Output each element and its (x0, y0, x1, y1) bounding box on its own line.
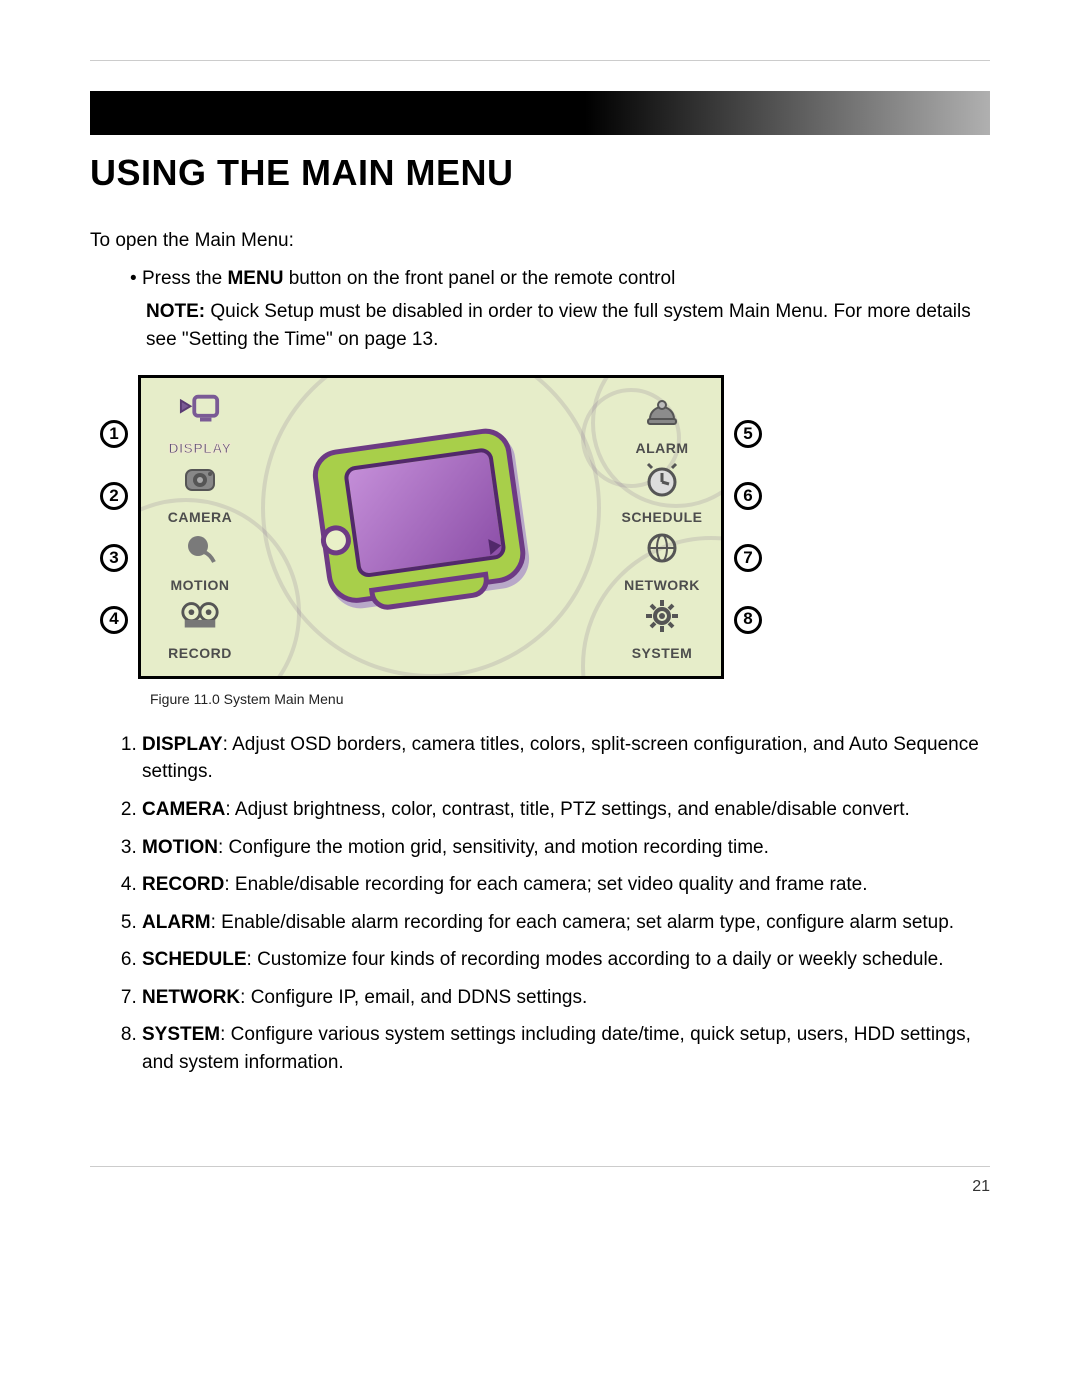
def-term: NETWORK (142, 987, 240, 1008)
header-gradient-bar (90, 91, 990, 135)
definitions-list: DISPLAY: Adjust OSD borders, camera titl… (90, 731, 990, 1076)
def-term: ALARM (142, 912, 211, 933)
display-icon (179, 390, 221, 432)
bottom-rule (90, 1166, 990, 1167)
menu-item-network[interactable]: NETWORK (619, 527, 705, 595)
menu-item-alarm[interactable]: ALARM (619, 390, 705, 458)
def-term: DISPLAY (142, 734, 223, 755)
bullet-suffix: button on the front panel or the remote … (283, 268, 675, 289)
def-term: SCHEDULE (142, 949, 247, 970)
def-term: SYSTEM (142, 1024, 220, 1045)
callout-marker-3: 3 (100, 544, 128, 572)
menu-item-record[interactable]: RECORD (157, 595, 243, 663)
menu-label: DISPLAY (157, 438, 243, 458)
menu-label: CAMERA (157, 507, 243, 527)
menu-row: DISPLAY ALARM (157, 390, 705, 458)
list-item: CAMERA: Adjust brightness, color, contra… (142, 796, 990, 824)
menu-item-motion[interactable]: MOTION (157, 527, 243, 595)
figure-wrapper: 1 2 3 4 (90, 375, 990, 678)
record-icon (179, 595, 221, 637)
menu-label: MOTION (157, 575, 243, 595)
list-item: NETWORK: Configure IP, email, and DDNS s… (142, 984, 990, 1012)
menu-label: NETWORK (619, 575, 705, 595)
menu-label: ALARM (619, 438, 705, 458)
menu-row: MOTION NETWORK (157, 527, 705, 595)
menu-row: RECORD (157, 595, 705, 663)
motion-icon (179, 527, 221, 569)
menu-item-camera[interactable]: CAMERA (157, 459, 243, 527)
markers-right: 5 6 7 8 (724, 375, 772, 678)
def-desc: : Adjust brightness, color, contrast, ti… (225, 799, 909, 820)
callout-marker-7: 7 (734, 544, 762, 572)
list-item: ALARM: Enable/disable alarm recording fo… (142, 909, 990, 937)
def-term: MOTION (142, 837, 218, 858)
callout-marker-4: 4 (100, 606, 128, 634)
def-desc: : Configure IP, email, and DDNS settings… (240, 987, 587, 1008)
page-number: 21 (90, 1175, 990, 1198)
def-desc: : Enable/disable alarm recording for eac… (211, 912, 954, 933)
callout-marker-6: 6 (734, 482, 762, 510)
def-desc: : Adjust OSD borders, camera titles, col… (142, 734, 979, 783)
callout-marker-2: 2 (100, 482, 128, 510)
top-rule (90, 60, 990, 61)
def-term: RECORD (142, 874, 224, 895)
note-label: NOTE: (146, 301, 205, 322)
menu-label: RECORD (157, 643, 243, 663)
menu-keyword: MENU (227, 268, 283, 289)
callout-marker-5: 5 (734, 420, 762, 448)
menu-label: SYSTEM (619, 643, 705, 663)
callout-marker-8: 8 (734, 606, 762, 634)
def-desc: : Configure various system settings incl… (142, 1024, 971, 1073)
list-item: DISPLAY: Adjust OSD borders, camera titl… (142, 731, 990, 786)
list-item: RECORD: Enable/disable recording for eac… (142, 871, 990, 899)
list-item: MOTION: Configure the motion grid, sensi… (142, 834, 990, 862)
list-item: SCHEDULE: Customize four kinds of record… (142, 946, 990, 974)
def-term: CAMERA (142, 799, 225, 820)
menu-item-display[interactable]: DISPLAY (157, 390, 243, 458)
bullet-prefix: Press the (142, 268, 228, 289)
note-line: NOTE: Quick Setup must be disabled in or… (90, 298, 990, 353)
instruction-bullet: Press the MENU button on the front panel… (90, 265, 990, 293)
callout-marker-1: 1 (100, 420, 128, 448)
system-icon (641, 595, 683, 637)
def-desc: : Enable/disable recording for each came… (224, 874, 867, 895)
intro-text: To open the Main Menu: (90, 227, 990, 255)
figure-caption: Figure 11.0 System Main Menu (90, 689, 990, 709)
def-desc: : Customize four kinds of recording mode… (247, 949, 944, 970)
main-menu-screenshot: DISPLAY ALARM (138, 375, 724, 678)
schedule-icon (641, 459, 683, 501)
menu-label: SCHEDULE (619, 507, 705, 527)
menu-row: CAMERA SCHEDULE (157, 459, 705, 527)
list-item: SYSTEM: Configure various system setting… (142, 1021, 990, 1076)
markers-left: 1 2 3 4 (90, 375, 138, 678)
menu-item-system[interactable]: SYSTEM (619, 595, 705, 663)
note-text: Quick Setup must be disabled in order to… (146, 301, 971, 350)
menu-item-schedule[interactable]: SCHEDULE (619, 459, 705, 527)
network-icon (641, 527, 683, 569)
alarm-icon (641, 390, 683, 432)
page-title: USING THE MAIN MENU (90, 147, 990, 199)
def-desc: : Configure the motion grid, sensitivity… (218, 837, 769, 858)
camera-icon (179, 459, 221, 501)
